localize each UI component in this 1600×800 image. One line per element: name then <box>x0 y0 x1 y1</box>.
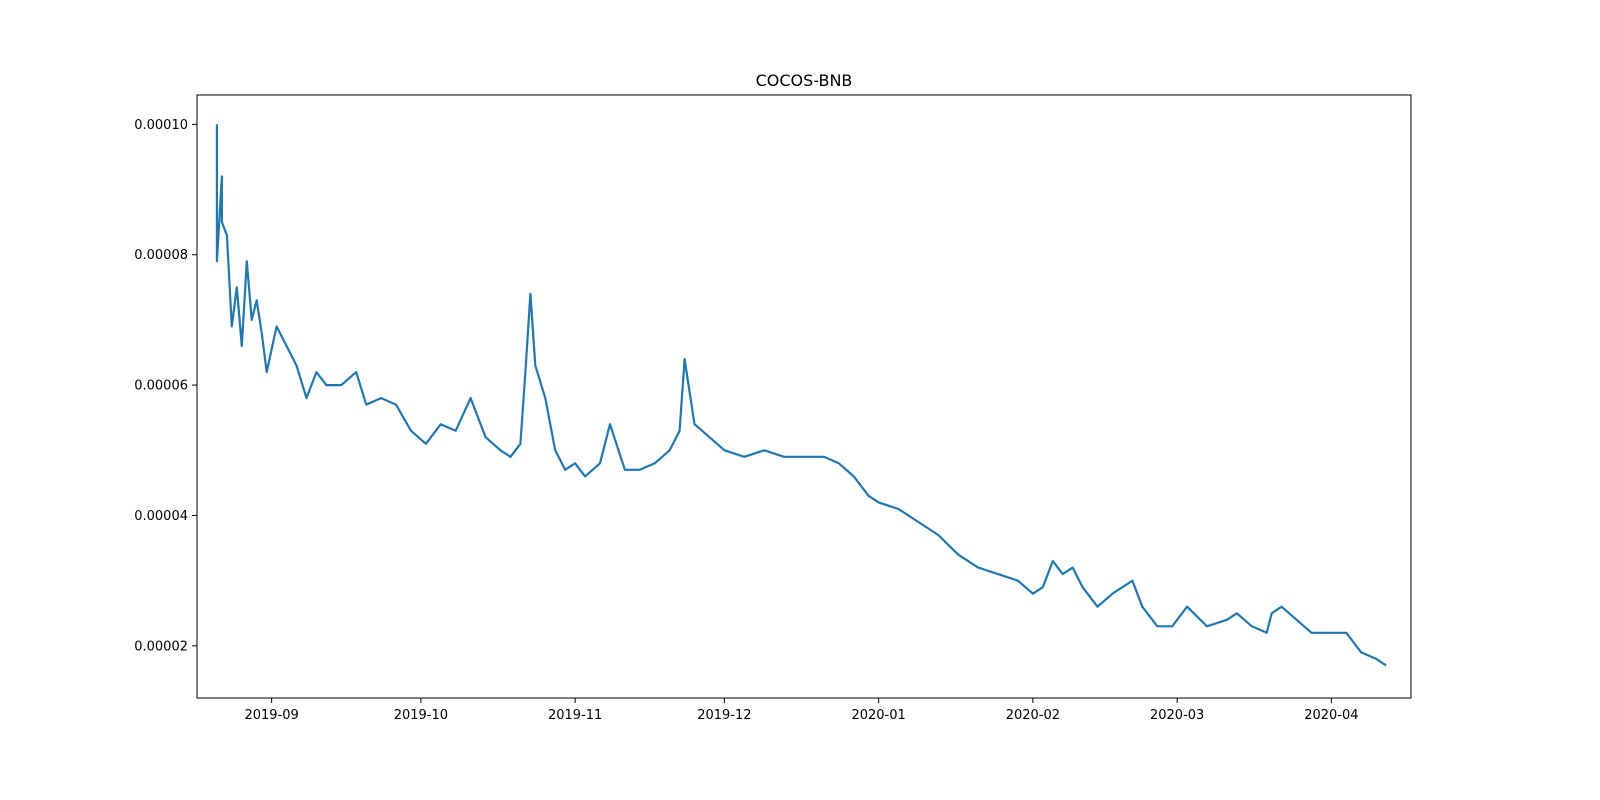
x-tick-label: 2019-11 <box>548 708 602 723</box>
y-tick-label: 0.00008 <box>134 248 188 263</box>
x-tick-label: 2019-12 <box>697 708 751 723</box>
x-tick-label: 2020-03 <box>1150 708 1204 723</box>
x-tick-label: 2019-10 <box>394 708 448 723</box>
y-tick-label: 0.00002 <box>134 639 188 654</box>
x-tick-label: 2020-02 <box>1006 708 1060 723</box>
x-axis: 2019-09 2019-10 2019-11 2019-12 2020-01 2020-… <box>244 698 1359 723</box>
x-tick-label: 2020-01 <box>851 708 905 723</box>
chart-title: COCOS-BNB <box>756 71 853 90</box>
x-tick-label: 2020-04 <box>1304 708 1358 723</box>
y-tick-label: 0.00004 <box>134 509 188 524</box>
y-tick-label: 0.00010 <box>134 118 188 133</box>
plot-frame <box>196 94 1412 699</box>
y-axis: 0.00002 0.00004 0.00006 0.00008 0.00010 <box>134 118 197 654</box>
series-line <box>215 124 1387 667</box>
y-tick-label: 0.00006 <box>134 379 188 394</box>
x-tick-label: 2019-09 <box>244 708 298 723</box>
